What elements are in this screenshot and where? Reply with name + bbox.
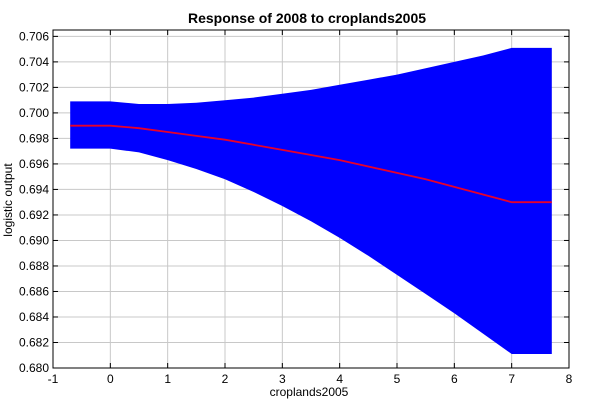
y-tick-label: 0.682 bbox=[19, 335, 49, 349]
x-tick-label: -1 bbox=[48, 372, 59, 386]
x-tick-label: 8 bbox=[566, 372, 573, 386]
plot-frame bbox=[52, 29, 570, 369]
confidence-band bbox=[70, 47, 552, 355]
axis-ticks: -1 0 1 2 3 4 5 6 7 8 0.680 0.682 0.684 0.686 0.688 0.69… bbox=[19, 29, 573, 386]
y-tick-label: 0.688 bbox=[19, 259, 49, 273]
x-tick-label: 1 bbox=[164, 372, 171, 386]
y-tick-label: 0.702 bbox=[19, 80, 49, 94]
x-tick-label: 2 bbox=[222, 372, 229, 386]
x-tick-label: 0 bbox=[107, 372, 114, 386]
x-tick-label: 3 bbox=[279, 372, 286, 386]
y-tick-label: 0.698 bbox=[19, 131, 49, 145]
plot-area bbox=[70, 47, 552, 355]
y-tick-label: 0.700 bbox=[19, 106, 49, 120]
chart-title: Response of 2008 to croplands2005 bbox=[188, 10, 426, 26]
x-axis-label: croplands2005 bbox=[270, 385, 349, 399]
y-tick-label: 0.694 bbox=[19, 182, 49, 196]
x-tick-label: 5 bbox=[394, 372, 401, 386]
y-tick-label: 0.686 bbox=[19, 284, 49, 298]
y-tick-label: 0.680 bbox=[19, 361, 49, 375]
x-tick-label: 4 bbox=[336, 372, 343, 386]
y-tick-label: 0.684 bbox=[19, 310, 49, 324]
y-axis-label: logistic output bbox=[1, 163, 15, 237]
y-tick-label: 0.706 bbox=[19, 29, 49, 43]
x-tick-label: 7 bbox=[508, 372, 515, 386]
y-tick-label: 0.704 bbox=[19, 55, 49, 69]
y-tick-label: 0.692 bbox=[19, 208, 49, 222]
y-tick-label: 0.690 bbox=[19, 233, 49, 247]
x-tick-label: 6 bbox=[451, 372, 458, 386]
y-tick-label: 0.696 bbox=[19, 157, 49, 171]
mean-response-line bbox=[70, 124, 552, 204]
